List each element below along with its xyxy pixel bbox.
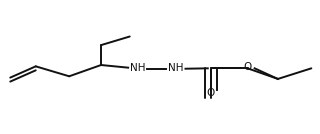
Text: O: O [244,62,252,72]
Text: O: O [207,88,215,98]
Text: NH: NH [130,63,146,73]
Text: NH: NH [168,63,184,73]
